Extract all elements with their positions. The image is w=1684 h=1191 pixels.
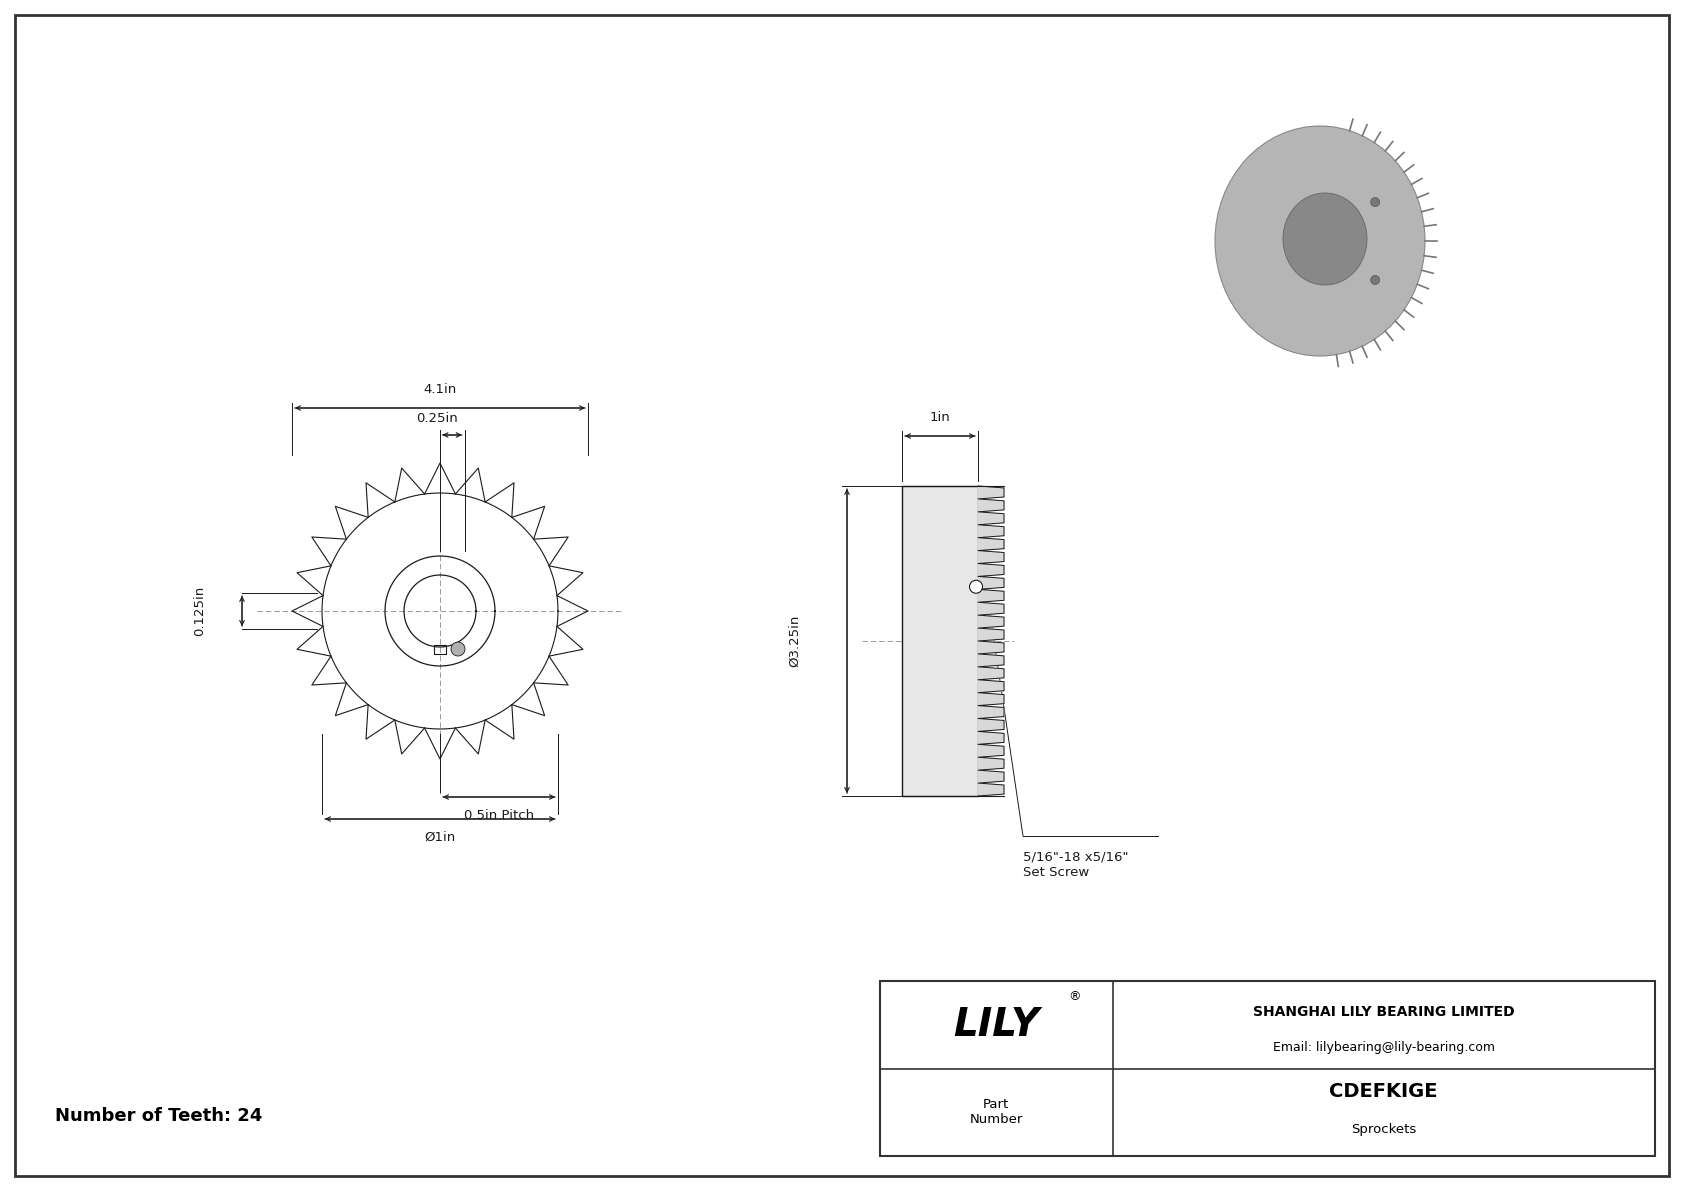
Text: Email: lilybearing@lily-bearing.com: Email: lilybearing@lily-bearing.com <box>1273 1041 1495 1054</box>
Text: SHANGHAI LILY BEARING LIMITED: SHANGHAI LILY BEARING LIMITED <box>1253 1005 1514 1019</box>
Text: ®: ® <box>1068 990 1081 1003</box>
Circle shape <box>970 580 982 593</box>
Text: 4.1in: 4.1in <box>423 384 456 395</box>
Text: Part
Number: Part Number <box>970 1098 1022 1127</box>
Text: Sprockets: Sprockets <box>1351 1123 1416 1136</box>
Text: Number of Teeth: 24: Number of Teeth: 24 <box>56 1106 263 1125</box>
Circle shape <box>1371 275 1379 285</box>
Text: 0.25in: 0.25in <box>416 412 458 425</box>
Ellipse shape <box>1283 193 1367 285</box>
Text: Ø1in: Ø1in <box>424 831 456 844</box>
Text: LILY: LILY <box>953 1005 1039 1043</box>
Bar <box>903 486 978 796</box>
Text: 5/16"-18 x5/16"
Set Screw: 5/16"-18 x5/16" Set Screw <box>1022 852 1128 879</box>
Text: 0.125in: 0.125in <box>194 586 207 636</box>
Circle shape <box>451 642 465 656</box>
Text: Ø3.25in: Ø3.25in <box>788 615 802 667</box>
Bar <box>881 981 1655 1156</box>
Circle shape <box>1371 198 1379 206</box>
Polygon shape <box>978 486 1004 796</box>
Text: 1in: 1in <box>930 411 950 424</box>
Text: CDEFKIGE: CDEFKIGE <box>1329 1081 1438 1100</box>
Text: 0.5in Pitch: 0.5in Pitch <box>463 809 534 822</box>
Ellipse shape <box>1214 126 1425 356</box>
